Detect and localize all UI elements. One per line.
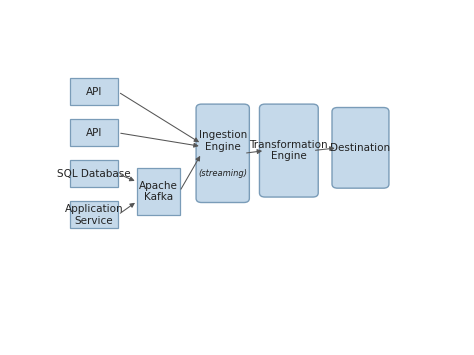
- FancyBboxPatch shape: [332, 108, 389, 188]
- Text: Transformation
Engine: Transformation Engine: [249, 140, 328, 162]
- Text: Application
Service: Application Service: [65, 204, 123, 226]
- FancyBboxPatch shape: [196, 104, 249, 202]
- FancyBboxPatch shape: [70, 201, 118, 229]
- FancyBboxPatch shape: [259, 104, 318, 197]
- Text: API: API: [86, 87, 102, 97]
- FancyBboxPatch shape: [70, 119, 118, 147]
- FancyBboxPatch shape: [70, 160, 118, 187]
- Text: Ingestion
Engine: Ingestion Engine: [199, 130, 247, 152]
- FancyBboxPatch shape: [137, 168, 180, 215]
- Text: Destination: Destination: [330, 143, 391, 153]
- FancyBboxPatch shape: [70, 78, 118, 105]
- Text: Apache
Kafka: Apache Kafka: [139, 181, 178, 202]
- Text: API: API: [86, 128, 102, 138]
- Text: SQL Database: SQL Database: [57, 169, 131, 179]
- Text: (streaming): (streaming): [198, 169, 247, 178]
